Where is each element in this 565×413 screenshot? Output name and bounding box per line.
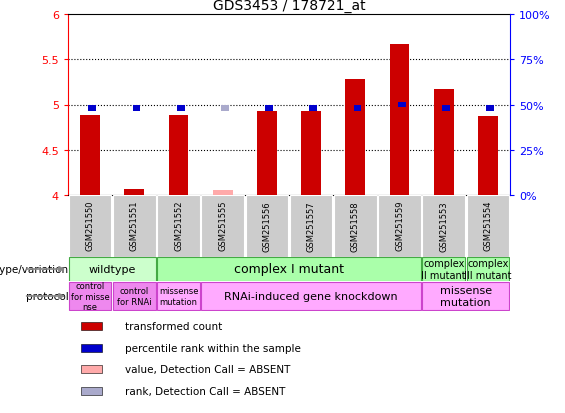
Bar xyxy=(423,258,465,281)
Bar xyxy=(467,258,509,281)
Bar xyxy=(345,80,365,195)
Text: value, Detection Call = ABSENT: value, Detection Call = ABSENT xyxy=(125,365,291,375)
Bar xyxy=(301,112,321,195)
Bar xyxy=(69,195,111,257)
Bar xyxy=(334,195,376,257)
Text: RNAi-induced gene knockdown: RNAi-induced gene knockdown xyxy=(224,291,398,301)
Bar xyxy=(398,102,406,108)
Bar xyxy=(389,45,410,195)
Bar xyxy=(124,189,144,195)
Bar xyxy=(168,116,189,195)
Text: GSM251556: GSM251556 xyxy=(262,200,271,251)
Bar xyxy=(157,282,199,311)
Bar xyxy=(88,106,96,112)
Text: wildtype: wildtype xyxy=(89,264,136,274)
Bar xyxy=(486,106,494,112)
Text: GSM251553: GSM251553 xyxy=(439,200,448,251)
Text: genotype/variation: genotype/variation xyxy=(0,264,68,274)
Title: GDS3453 / 178721_at: GDS3453 / 178721_at xyxy=(212,0,366,12)
Bar xyxy=(69,282,111,311)
Bar xyxy=(113,195,155,257)
Bar xyxy=(478,117,498,195)
Bar xyxy=(69,258,155,281)
Bar xyxy=(354,106,362,112)
Text: control
for misse
nse: control for misse nse xyxy=(71,281,110,311)
Text: GSM251554: GSM251554 xyxy=(484,200,493,251)
Text: GSM251552: GSM251552 xyxy=(174,200,183,251)
Bar xyxy=(80,116,100,195)
Bar xyxy=(442,106,450,112)
Bar xyxy=(81,366,102,373)
Text: GSM251550: GSM251550 xyxy=(86,200,94,251)
Text: complex
II mutant: complex II mutant xyxy=(421,259,466,280)
Text: GSM251559: GSM251559 xyxy=(395,200,404,251)
Bar xyxy=(157,195,199,257)
Bar xyxy=(309,106,318,112)
Text: GSM251555: GSM251555 xyxy=(218,200,227,251)
Bar xyxy=(423,195,465,257)
Text: GSM251551: GSM251551 xyxy=(130,200,139,251)
Text: GSM251557: GSM251557 xyxy=(307,200,316,251)
Bar xyxy=(434,90,454,195)
Bar xyxy=(246,195,288,257)
Bar xyxy=(133,106,141,112)
Text: percentile rank within the sample: percentile rank within the sample xyxy=(125,343,301,353)
Bar xyxy=(177,106,185,112)
Bar xyxy=(467,195,509,257)
Text: missense
mutation: missense mutation xyxy=(440,285,492,307)
Bar xyxy=(81,322,102,330)
Text: rank, Detection Call = ABSENT: rank, Detection Call = ABSENT xyxy=(125,386,286,396)
Text: protocol: protocol xyxy=(25,291,68,301)
Text: GSM251558: GSM251558 xyxy=(351,200,360,251)
Bar xyxy=(113,282,155,311)
Bar xyxy=(379,195,421,257)
Bar xyxy=(265,106,273,112)
Bar xyxy=(202,282,421,311)
Bar xyxy=(221,106,229,112)
Bar xyxy=(290,195,332,257)
Bar xyxy=(157,258,421,281)
Text: complex
III mutant: complex III mutant xyxy=(464,259,512,280)
Bar xyxy=(81,387,102,395)
Bar xyxy=(423,282,509,311)
Text: control
for RNAi: control for RNAi xyxy=(117,287,151,306)
Text: transformed count: transformed count xyxy=(125,321,223,331)
Bar xyxy=(202,195,244,257)
Text: missense
mutation: missense mutation xyxy=(159,287,198,306)
Bar xyxy=(257,112,277,195)
Bar xyxy=(213,191,233,195)
Text: complex I mutant: complex I mutant xyxy=(234,263,344,276)
Bar xyxy=(81,344,102,352)
